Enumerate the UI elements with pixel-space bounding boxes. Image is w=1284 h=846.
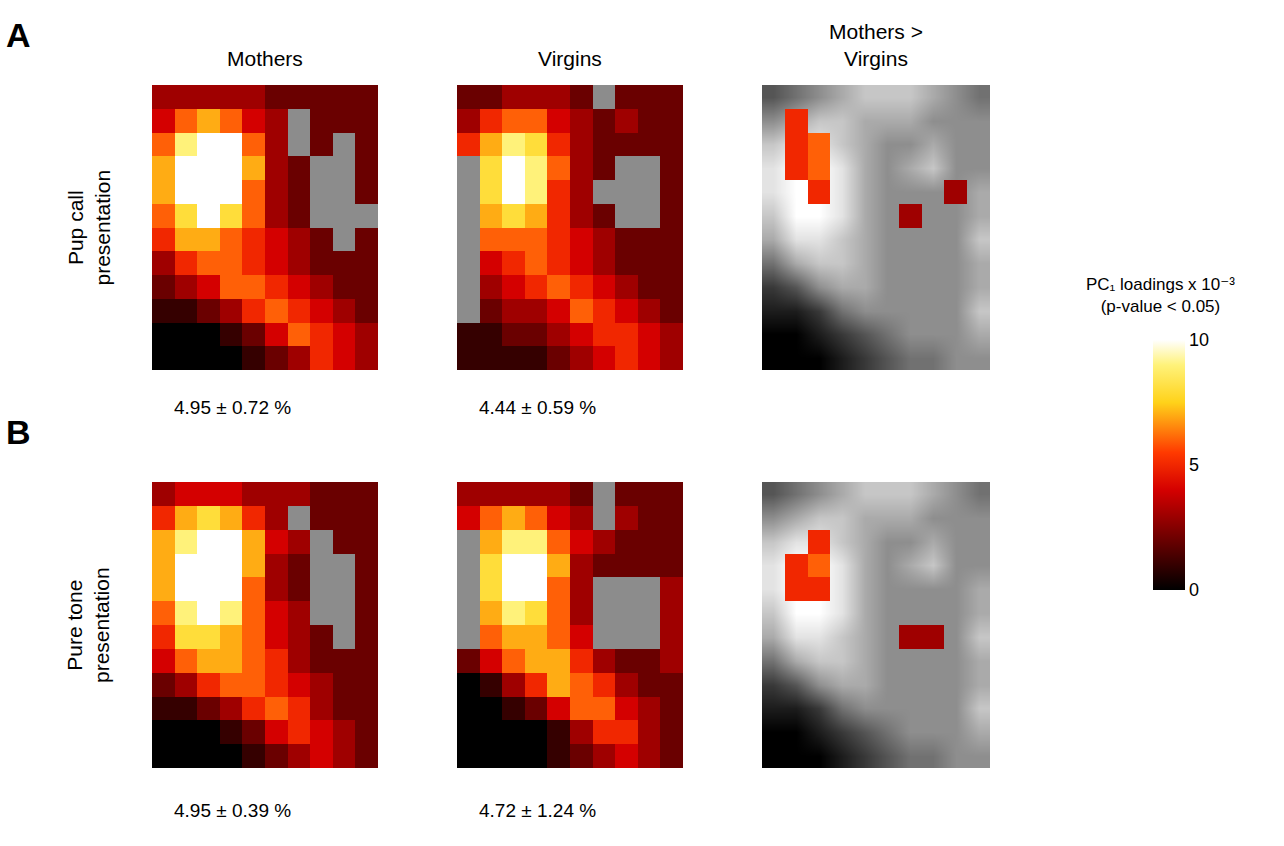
svg-text:4.95 ± 0.72 %: 4.95 ± 0.72 % [174,397,291,418]
svg-text:5: 5 [1189,455,1199,475]
svg-text:Virgins: Virgins [538,47,602,70]
svg-text:10: 10 [1189,330,1209,350]
svg-text:Pure tonepresentation: Pure tonepresentation [63,567,113,683]
svg-text:PC₁ loadings x 10⁻³(p-value <: PC₁ loadings x 10⁻³(p-value < 0.05) [1086,275,1235,316]
svg-text:A: A [6,16,31,54]
svg-text:0: 0 [1189,580,1199,600]
svg-text:Pup callpresentation: Pup callpresentation [64,170,114,286]
svg-text:4.44 ± 0.59 %: 4.44 ± 0.59 % [479,397,596,418]
svg-text:Mothers >Virgins: Mothers >Virgins [829,20,923,70]
svg-text:Mothers: Mothers [227,47,303,70]
svg-text:B: B [6,413,31,451]
svg-text:4.95 ± 0.39 %: 4.95 ± 0.39 % [174,800,291,821]
svg-text:4.72 ± 1.24 %: 4.72 ± 1.24 % [479,800,596,821]
